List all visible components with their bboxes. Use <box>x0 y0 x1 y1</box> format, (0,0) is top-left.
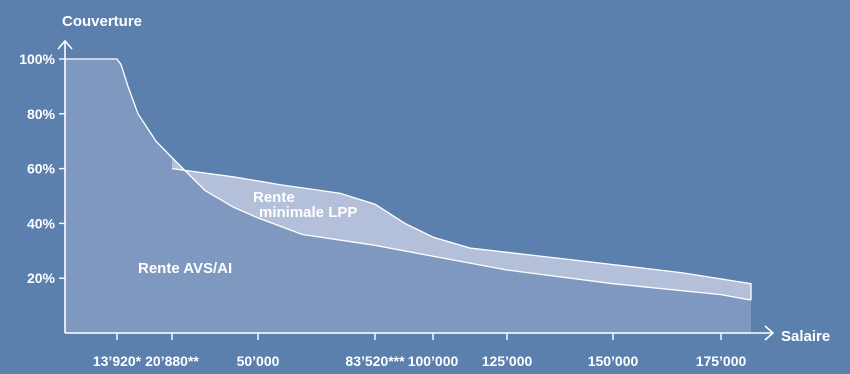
x-tick-label: 100’000 <box>408 353 459 369</box>
axes-group <box>57 39 775 341</box>
lpp-area-label-line1: Rente <box>253 189 295 206</box>
y-tick-label: 60% <box>27 161 56 177</box>
labels-group: Couverture Salaire Rente AVS/AI Rente mi… <box>62 13 830 345</box>
avs-area-label: Rente AVS/AI <box>138 260 232 277</box>
x-tick-label: 125’000 <box>482 353 533 369</box>
avs-area <box>65 59 751 333</box>
y-axis-title: Couverture <box>62 13 142 30</box>
x-tick-label: 50’000 <box>237 353 280 369</box>
y-tick-label: 40% <box>27 215 56 231</box>
y-tick-label: 20% <box>27 270 56 286</box>
x-tick-label: 20’880** <box>145 353 199 369</box>
x-tick-label: 175’000 <box>696 353 747 369</box>
lpp-edge-line <box>171 167 752 301</box>
areas-group <box>65 58 752 333</box>
y-tick-label: 100% <box>19 51 55 67</box>
x-axis-arrow <box>764 325 775 341</box>
ticks-group: 20% 40% 60% 80% 100% 13’920* 20’880** 50’000 83’… <box>19 51 746 369</box>
lpp-area-label-line2: minimale LPP <box>259 204 357 221</box>
avs-edge-line <box>65 58 752 301</box>
y-axis-arrow <box>57 39 73 50</box>
y-tick-label: 80% <box>27 106 56 122</box>
x-tick-label: 13’920* <box>93 353 142 369</box>
x-tick-label: 150’000 <box>588 353 639 369</box>
x-tick-label: 83’520*** <box>345 353 405 369</box>
x-axis-title: Salaire <box>781 328 830 345</box>
